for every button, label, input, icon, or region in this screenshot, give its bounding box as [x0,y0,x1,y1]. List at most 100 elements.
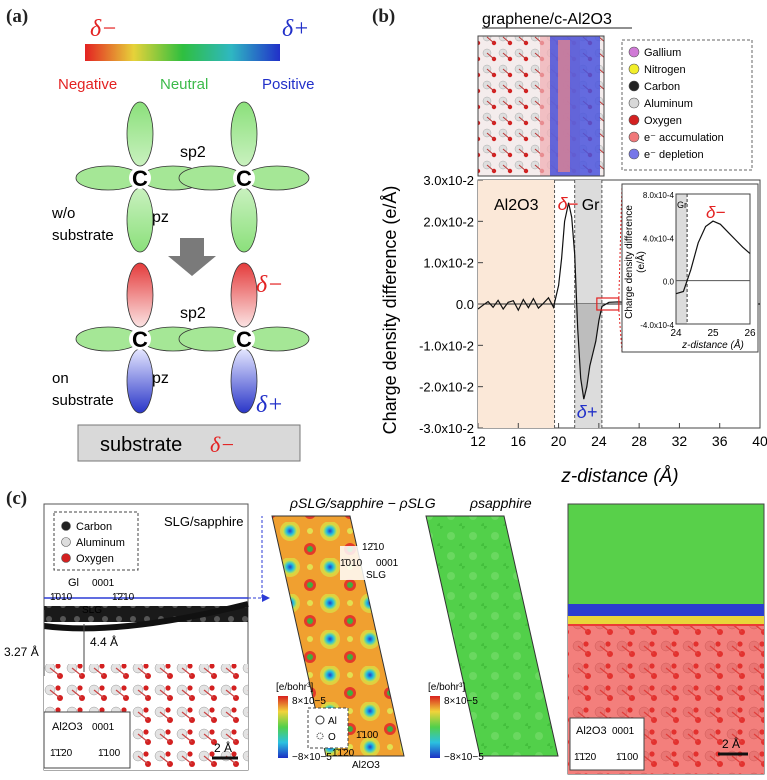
sp2-label-bottom: sp2 [180,305,206,322]
down-arrow-icon [168,238,216,276]
sp2-label-top: sp2 [180,144,206,161]
al2o3-region-label: Al2O3 [494,197,539,214]
x-tick-label-5: 32 [672,433,688,449]
legend-label-4: Oxygen [644,115,682,127]
sub2-axes2-left: 1̄1̄20 [332,748,355,759]
inset-plot-area [675,193,751,325]
delta-negative-label: δ− [256,272,283,298]
panel-a-label: (a) [6,6,29,27]
scale-neutral-label: Neutral [160,76,208,93]
depletion-fill [574,304,602,400]
inset-series-line [675,220,751,295]
sub1-axis-name: SLG [82,605,102,616]
inset-y-tick-0: 8.0x10-4 [643,191,675,200]
sub2-axis-right: 0001 [376,558,399,569]
zoom-line-bottom [618,309,623,353]
inset-xlabel: z-distance (Å) [681,338,744,351]
inset-ylabel-2: (e/Å) [634,251,647,273]
legend-label-1: Nitrogen [644,64,686,76]
c-legend-marker-0 [61,521,71,531]
y-tick-label-0: 3.0x10-2 [423,173,474,188]
y-tick-label-3: 0.0 [456,297,474,312]
panel-b-legend: Gallium Nitrogen Carbon Aluminum Oxygen e⁻ ac… [621,39,753,171]
sub1-al2o3-0001: 0001 [92,722,115,733]
sub2-axis-left: 1̄010 [340,558,363,569]
sub1-axis-left: 1̄010 [50,592,73,603]
sub2-legend-o: O [328,732,336,743]
sub1-al2o3-left: 1̄1̄20 [50,748,73,759]
x-tick-label-3: 24 [591,433,607,449]
sub2-legend-al: Al [328,716,337,727]
zoom-line-top [618,183,623,299]
sub2-title: ρSLG/sapphire − ρSLG [289,495,436,511]
sub1-title: SLG/sapphire [164,514,244,529]
legend-label-0: Gallium [644,47,681,59]
legend-marker-3 [628,97,640,109]
carbon-atom-2: C [236,166,252,191]
sub4-axis-left: 1̄1̄20 [574,752,597,763]
c-legend-label-0: Carbon [76,521,112,533]
panel-b-graphic: graphene/c-Al2O3 Gallium Nitrogen Carbon Al… [380,11,767,487]
legend-marker-4 [628,114,640,126]
c-legend-label-1: Aluminum [76,537,125,549]
panel-c-label: (c) [6,488,28,509]
c-legend-marker-2 [61,553,71,563]
series-line [477,202,761,400]
scale-neg-symbol: δ− [90,16,117,42]
c-legend-marker-1 [61,537,71,547]
legend-label-5: e⁻ accumulation [644,132,724,144]
inset-x-tick-0: 24 [670,328,682,339]
sub3-cb-max: 8×10−5 [444,696,478,707]
sub4-al2o3-label: Al2O3 [576,725,607,737]
inset-x-tick-2: 26 [744,328,756,339]
sub3-title: ρsapphire [469,495,532,511]
scale-negative-label: Negative [58,76,117,93]
sapphire-density-map [425,515,559,758]
aluminum-marker-icon [315,715,325,725]
oxygen-marker-icon [316,732,324,740]
sub1-al2o3-right: 1̄100 [98,748,121,759]
sub2-cb-min: −8×10−5 [292,752,332,763]
substrate-delta-label: δ− [210,432,235,457]
sub2-axes2-up: 1̄100 [356,730,379,741]
sub3-cb-min: −8×10−5 [444,752,484,763]
sub2-axis-up: 12̄10 [362,542,385,553]
x-tick-label-0: 12 [470,433,486,449]
x-tick-label-2: 20 [551,433,567,449]
x-tick-label-1: 16 [510,433,526,449]
sub1-axis-0001: 0001 [92,578,115,589]
legend-label-6: e⁻ depletion [644,149,704,161]
inset-y-tick-1: 4.0x10-4 [643,234,675,243]
panel-b-xlabel: z-distance (Å) [560,466,678,487]
without-substrate-line1: w/o [51,205,75,222]
inset-y-tick-3: -4.0x10-4 [640,321,674,330]
panel-b-plot: 12 16 20 24 28 32 36 40 3.0x10-2 2.0x10-2 1.0x10-2… [419,173,767,449]
on-substrate-line1: on [52,370,69,387]
y-tick-label-1: 2.0x10-2 [423,214,474,229]
pz-label-bottom: pz [152,370,169,387]
sub2-axes2-name: Al2O3 [352,760,380,771]
gr-region-label: Gr [582,197,600,214]
sub1-scale-bar: 2 Å [214,740,232,755]
sub1-al2o3-label: Al2O3 [52,721,83,733]
inset-y-tick-2: 0.0 [663,278,675,287]
carbon-atom-1: C [132,166,148,191]
carbon-atom-3: C [132,327,148,352]
delta-positive-label: δ+ [256,392,283,418]
on-substrate-line2: substrate [52,392,114,409]
inset-delta-label: δ− [706,203,725,222]
panel-b-label: (b) [372,6,396,27]
y-tick-label-4: -1.0x10-2 [419,338,474,353]
sub4-scale-bar: 2 Å [722,736,740,751]
scale-pos-symbol: δ+ [282,16,309,42]
inset-gr-region [676,194,688,324]
sub1-gl-label: Gl [68,577,79,589]
legend-label-3: Aluminum [644,98,693,110]
sub2-cb-max: 8×10−5 [292,696,326,707]
sub2-units: [e/bohr³] [276,682,313,693]
zoom-box [596,297,620,311]
legend-marker-2 [628,80,640,92]
substrate-box [77,424,301,462]
orbital-diagram-on-substrate [75,262,310,414]
sub4-axis-0001: 0001 [612,726,635,737]
